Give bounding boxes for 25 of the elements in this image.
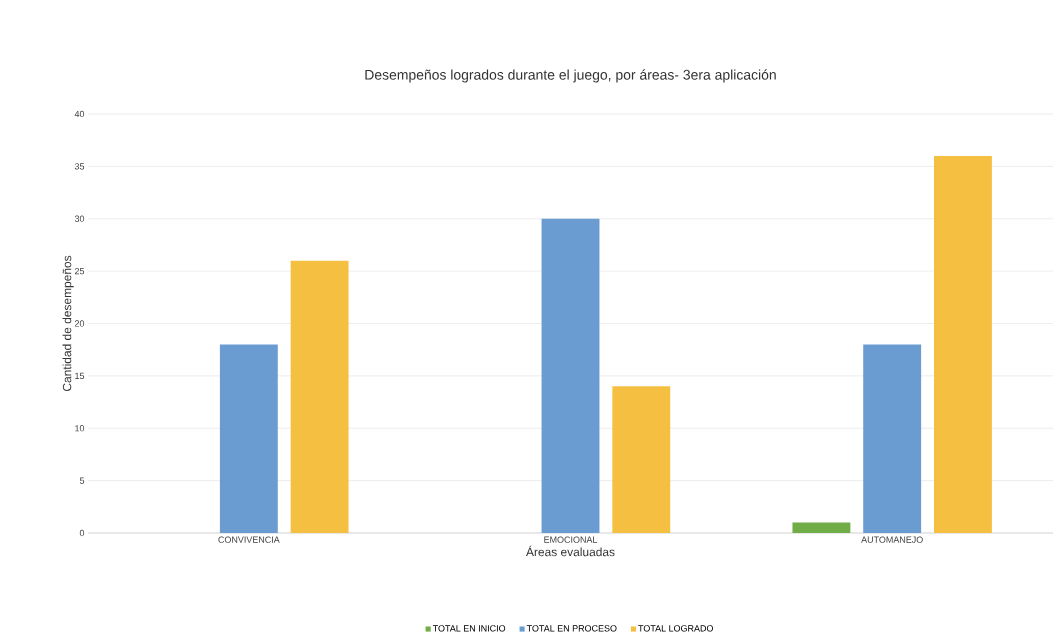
x-tick-label: CONVIVENCIA	[218, 536, 280, 543]
bar	[863, 344, 922, 533]
y-tick-label: 40	[74, 110, 85, 118]
legend-label: TOTAL LOGRADO	[638, 625, 713, 632]
legend-label: TOTAL EN PROCESO	[526, 625, 617, 632]
y-tick-label: 25	[74, 267, 85, 275]
bar	[290, 260, 349, 533]
y-tick-label: 10	[75, 425, 85, 432]
y-tick-label: 5	[79, 477, 85, 484]
x-tick-label: AUTOMANEJO	[861, 536, 923, 543]
x-tick-label: EMOCIONAL	[544, 536, 598, 543]
bar	[612, 386, 671, 533]
y-tick-label: 30	[74, 215, 85, 222]
y-tick-label: 0	[79, 529, 85, 537]
y-axis-title: Cantidad de desempeños	[62, 255, 74, 392]
x-axis-title: Áreas evaluadas	[525, 545, 615, 557]
y-tick-label: 20	[74, 320, 85, 327]
bar	[934, 155, 992, 533]
chart-title: Desempeños logrados durante el juego, por áreas- 3era aplicación	[365, 69, 776, 83]
legend-label: TOTAL EN INICIO	[432, 625, 506, 632]
bar	[792, 522, 851, 533]
bar	[219, 344, 278, 533]
y-tick-label: 35	[74, 163, 85, 170]
bar	[541, 218, 600, 533]
y-tick-label: 15	[75, 372, 85, 380]
